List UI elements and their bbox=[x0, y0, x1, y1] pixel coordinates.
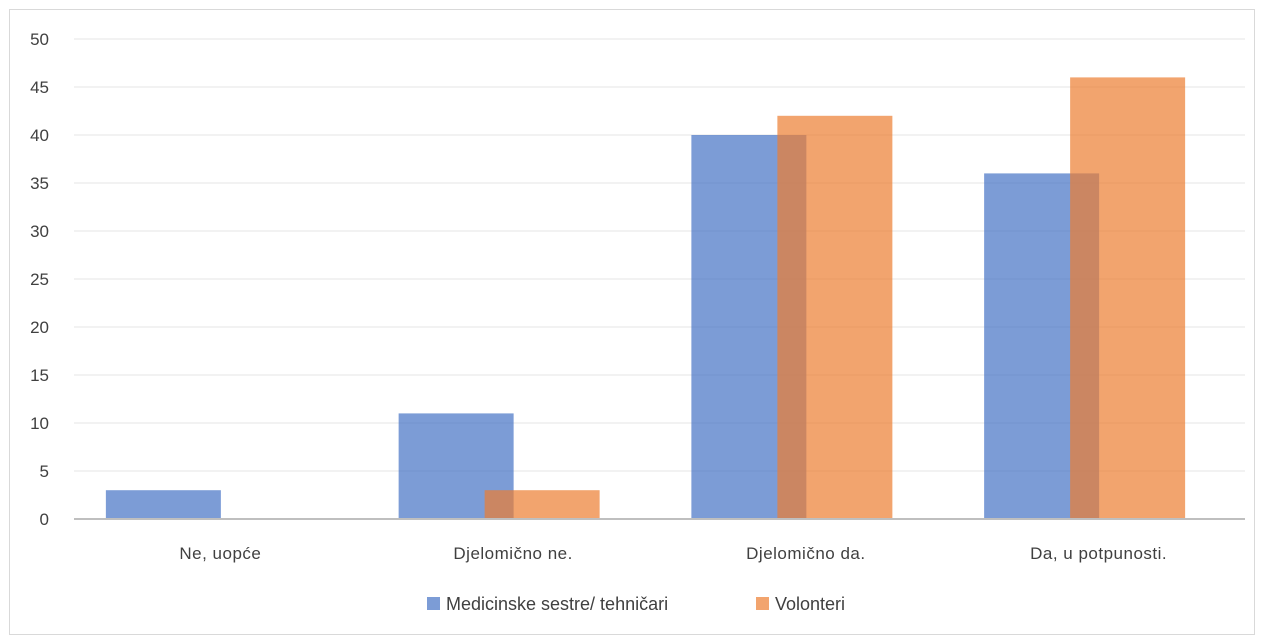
y-tick-label: 35 bbox=[30, 174, 49, 193]
x-category-label: Ne, uopće bbox=[179, 544, 261, 563]
y-tick-label: 0 bbox=[40, 510, 49, 529]
legend-label-medicinske-sestre: Medicinske sestre/ tehničari bbox=[446, 594, 668, 614]
y-tick-label: 30 bbox=[30, 222, 49, 241]
bar-volonteri-1 bbox=[484, 490, 600, 519]
x-category-label: Djelomično da. bbox=[746, 544, 865, 563]
x-category-label: Djelomično ne. bbox=[453, 544, 572, 563]
bar-volonteri-3 bbox=[1070, 77, 1186, 520]
y-tick-label: 20 bbox=[30, 318, 49, 337]
bar-volonteri-2 bbox=[777, 115, 893, 520]
legend-label-volonteri: Volonteri bbox=[775, 594, 845, 614]
y-tick-label: 5 bbox=[40, 462, 49, 481]
legend-swatch-volonteri bbox=[756, 597, 769, 610]
y-axis-ticks: 0 5 10 15 20 25 30 35 40 45 50 bbox=[30, 30, 49, 529]
y-tick-label: 40 bbox=[30, 126, 49, 145]
y-tick-label: 50 bbox=[30, 30, 49, 49]
y-tick-label: 15 bbox=[30, 366, 49, 385]
legend-swatch-medicinske-sestre bbox=[427, 597, 440, 610]
x-axis-categories: Ne, uopće Djelomično ne. Djelomično da. Da,… bbox=[179, 544, 1167, 563]
x-category-label: Da, u potpunosti. bbox=[1030, 544, 1167, 563]
legend: Medicinske sestre/ tehničari Volonteri bbox=[427, 594, 845, 614]
y-tick-label: 45 bbox=[30, 78, 49, 97]
bar-medicinske-sestre-0 bbox=[105, 490, 221, 519]
bars bbox=[105, 77, 1186, 520]
y-tick-label: 10 bbox=[30, 414, 49, 433]
y-tick-label: 25 bbox=[30, 270, 49, 289]
